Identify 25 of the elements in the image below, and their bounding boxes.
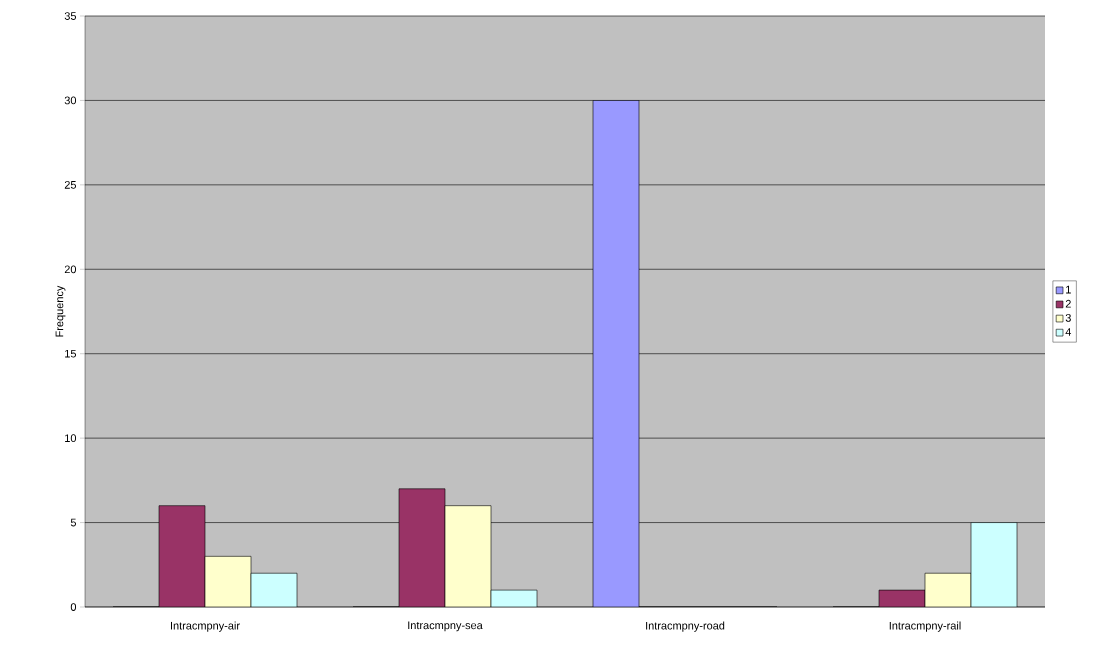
y-tick-label: 25 [64,180,77,189]
bar [398,488,446,607]
bar [924,572,972,607]
bar [250,572,298,607]
y-tick-label: 5 [70,518,77,527]
y-tick-label: 10 [65,434,77,443]
bar [204,556,252,607]
bar [970,522,1018,607]
bar [592,100,640,607]
bar [158,505,206,607]
legend-label: 3 [1065,314,1071,322]
x-tick-label: Intracmpny-road [646,621,725,632]
x-tick-label: Intracmpny-rail [889,621,961,632]
y-tick-label: 35 [64,12,77,20]
y-axis-title: Frequency [55,285,66,337]
legend-label: 1 [1066,285,1071,294]
x-tick-label: Intracmpny-sea [408,621,483,632]
y-tick-label: 0 [70,603,77,611]
y-tick-label: 30 [64,96,77,105]
y-tick-label: 15 [65,349,77,358]
x-tick-label: Intracmpny-air [171,621,240,632]
bar [444,505,492,607]
legend-label: 4 [1065,328,1072,336]
legend-label: 2 [1065,299,1071,308]
y-tick-label: 20 [64,265,77,274]
